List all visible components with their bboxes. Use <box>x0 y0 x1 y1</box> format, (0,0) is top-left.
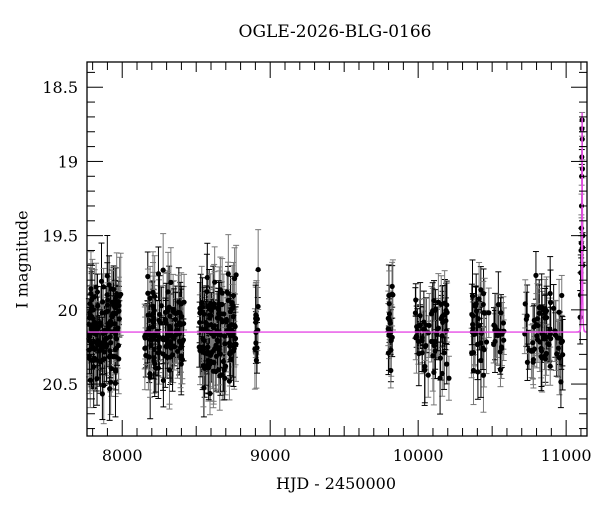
x-tick-label: 10000 <box>393 446 444 465</box>
errorbar-layer <box>85 111 586 425</box>
y-tick-label: 18.5 <box>42 78 78 97</box>
y-tick-labels: 18.5 19 19.5 20 20.5 <box>42 78 78 394</box>
y-tick-label: 20 <box>58 301 78 320</box>
y-tick-label: 20.5 <box>42 375 78 394</box>
x-axis-label: HJD - 2450000 <box>275 474 397 493</box>
model-curve <box>87 112 587 333</box>
plot-frame <box>86 61 588 437</box>
data-points <box>86 117 586 397</box>
axis-ticks <box>87 62 587 436</box>
y-axis-label: I magnitude <box>12 210 32 309</box>
chart-title: OGLE-2026-BLG-0166 <box>238 22 432 42</box>
y-tick-label: 19.5 <box>42 227 78 246</box>
x-tick-label: 11000 <box>541 446 592 465</box>
x-tick-label: 8000 <box>102 446 143 465</box>
x-tick-label: 9000 <box>250 446 291 465</box>
x-tick-labels: 8000 9000 10000 11000 <box>102 446 592 465</box>
y-tick-label: 19 <box>58 152 78 171</box>
